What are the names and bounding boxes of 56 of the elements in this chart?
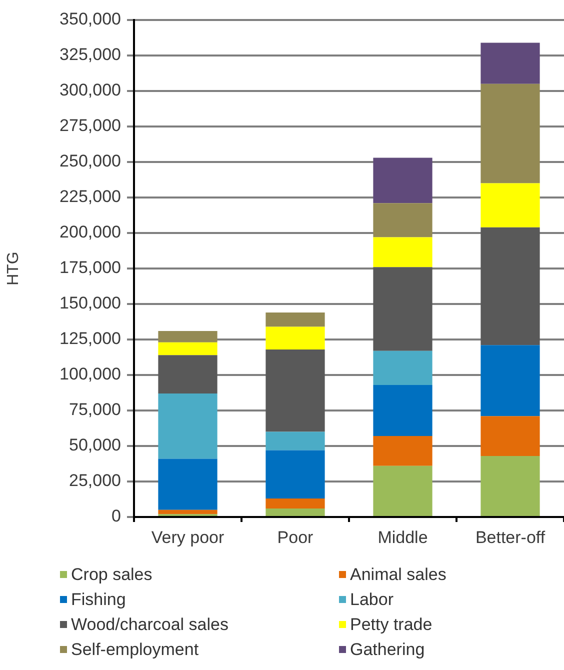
y-axis-title: HTG	[5, 252, 22, 286]
legend-label: Fishing	[71, 590, 126, 610]
bar	[158, 330, 218, 342]
legend-label: Labor	[350, 590, 394, 610]
bar	[266, 326, 325, 350]
y-tick-label: 150,000	[60, 294, 121, 313]
bar	[266, 432, 325, 450]
y-tick-label: 200,000	[60, 222, 121, 242]
bar	[158, 458, 218, 510]
y-tick-label: 350,000	[60, 10, 121, 29]
legend-label: Wood/charcoal sales	[71, 614, 228, 634]
x-tick-label: Very poor	[151, 528, 224, 547]
bar	[373, 350, 432, 385]
bar	[158, 342, 218, 356]
legend-label: Self-employment	[71, 640, 199, 660]
bar	[480, 183, 540, 228]
y-tick-label: 125,000	[60, 329, 121, 348]
bar	[266, 508, 325, 516]
y-tick-label: 275,000	[60, 116, 121, 136]
y-tick-label: 325,000	[60, 45, 121, 64]
y-tick-label: 100,000	[60, 364, 121, 384]
bar	[158, 393, 218, 459]
bar	[480, 42, 540, 84]
legend-label: Gathering	[350, 640, 425, 660]
bar	[158, 355, 218, 394]
bar	[266, 349, 325, 432]
bar	[266, 450, 325, 499]
bar	[480, 456, 540, 516]
legend-label: Petty trade	[350, 614, 432, 634]
legend-label: Animal sales	[350, 564, 446, 584]
y-tick-label: 300,000	[60, 80, 121, 100]
bar	[373, 267, 432, 351]
bar	[480, 84, 540, 184]
bar	[158, 510, 218, 514]
bar	[373, 466, 432, 516]
bar	[480, 416, 540, 456]
bar	[480, 227, 540, 346]
x-tick-label: Middle	[378, 528, 428, 547]
x-tick-label: Poor	[277, 528, 314, 547]
bar	[480, 345, 540, 416]
y-tick-label: 50,000	[69, 436, 121, 455]
bar	[373, 237, 432, 268]
y-tick-label: 25,000	[69, 471, 121, 490]
y-tick-label: 0	[112, 506, 121, 526]
bar	[373, 158, 432, 204]
x-tick-label: Better-off	[475, 528, 546, 547]
legend-label: Crop sales	[71, 564, 152, 584]
y-tick-label: 225,000	[60, 187, 121, 206]
bar	[373, 436, 432, 466]
y-tick-label: 250,000	[60, 152, 121, 171]
bar	[373, 384, 432, 436]
bar	[266, 498, 325, 508]
bar	[266, 312, 325, 327]
y-tick-label: 75,000	[69, 400, 121, 420]
bar	[373, 203, 432, 238]
y-tick-label: 175,000	[60, 258, 121, 278]
